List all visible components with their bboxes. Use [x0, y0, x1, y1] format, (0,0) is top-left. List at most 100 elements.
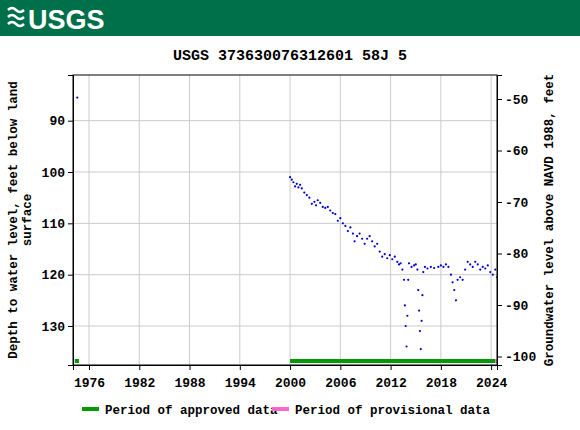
data-point: [489, 271, 491, 273]
tick-mark: [497, 357, 502, 358]
tick-label: -50: [505, 93, 529, 108]
header: USGS: [0, 0, 580, 36]
data-point: [359, 233, 361, 235]
data-point: [453, 289, 455, 291]
grid-line-y: [73, 325, 497, 326]
data-point: [403, 279, 405, 281]
data-point: [484, 267, 486, 269]
data-point: [376, 243, 378, 245]
data-point: [477, 263, 479, 265]
legend-swatch: [82, 407, 99, 411]
tick-mark: [497, 305, 502, 306]
data-point: [308, 197, 310, 199]
data-point: [426, 267, 428, 269]
data-point: [374, 245, 376, 247]
grid-line-y: [73, 274, 497, 275]
data-point: [451, 281, 453, 283]
data-point: [440, 264, 442, 266]
data-point: [467, 261, 469, 263]
data-point: [400, 262, 402, 264]
data-point: [404, 304, 406, 306]
data-point: [469, 263, 471, 265]
y2-axis-title: Groundwater level above NAVD 1988, feet: [543, 74, 557, 367]
data-point: [420, 348, 422, 350]
legend-label: Period of provisional data: [295, 404, 491, 418]
tick-label: 2024: [476, 376, 507, 391]
data-point: [76, 96, 78, 98]
tick: 2018: [426, 365, 457, 391]
logo-text: USGS: [28, 5, 105, 35]
data-point: [391, 258, 393, 260]
tick-label: 2018: [426, 376, 457, 391]
data-point: [482, 266, 484, 268]
plot-area: [75, 96, 497, 363]
data-point: [289, 176, 291, 178]
legend: Period of approved dataPeriod of provisi…: [82, 404, 491, 418]
y-axis-title-line: Depth to water level, feet below land: [7, 81, 21, 359]
tick-mark: [290, 365, 291, 370]
tick-mark: [89, 365, 90, 370]
grid-line-y: [73, 120, 497, 121]
data-point: [303, 191, 305, 193]
data-point: [366, 238, 368, 240]
data-point: [405, 325, 407, 327]
tick: -60: [497, 144, 529, 159]
plot-frame: [73, 75, 497, 365]
tick-label: -70: [505, 196, 529, 211]
tick-mark: [497, 202, 502, 203]
tick-label: -100: [505, 350, 536, 365]
data-point: [479, 268, 481, 270]
tick-label: 120: [42, 268, 66, 283]
series: [76, 96, 497, 350]
tick-label: -80: [505, 247, 529, 262]
y-axis-title: Depth to water level, feet below landsur…: [7, 81, 35, 359]
logo-wave: [8, 15, 24, 19]
data-point: [301, 187, 303, 189]
tick: 1994: [225, 365, 256, 391]
tick-label: 1976: [74, 376, 105, 391]
tick-mark: [497, 254, 502, 255]
tick: 130: [42, 320, 73, 335]
data-point: [319, 202, 321, 204]
data-point: [421, 294, 423, 296]
tick-label: 1994: [225, 376, 256, 391]
data-point: [459, 276, 461, 278]
axis-line: [498, 76, 503, 366]
data-point: [379, 250, 381, 252]
tick: -80: [497, 247, 529, 262]
data-point: [445, 263, 447, 265]
tick-label: 100: [42, 166, 66, 181]
period-bar: [290, 359, 495, 363]
data-point: [419, 330, 421, 332]
data-point: [415, 263, 417, 265]
grid-line-y: [73, 172, 497, 173]
data-point: [342, 222, 344, 224]
data-point: [296, 183, 298, 185]
data-point: [457, 279, 459, 281]
y-axis-title-line: surface: [21, 194, 35, 247]
tick-mark: [68, 326, 73, 327]
tick-label: 2000: [275, 376, 306, 391]
grid-line-x: [290, 75, 291, 365]
data-point: [472, 266, 474, 268]
data-point: [361, 238, 363, 240]
grid-line-x: [390, 75, 391, 365]
period-bar: [75, 359, 79, 363]
data-point: [408, 262, 410, 264]
data-point: [294, 185, 296, 187]
tick: 90: [49, 114, 73, 129]
tick-mark: [340, 365, 341, 370]
data-point: [416, 268, 418, 270]
grid-line-x: [491, 75, 492, 365]
data-point: [371, 240, 373, 242]
tick-mark: [68, 172, 73, 173]
logo-wave: [8, 8, 24, 12]
data-point: [299, 184, 301, 186]
data-point: [433, 267, 435, 269]
data-point: [291, 179, 293, 181]
data-point: [437, 266, 439, 268]
header-bar: [0, 0, 580, 36]
data-point: [349, 226, 351, 228]
data-point: [332, 212, 334, 214]
tick: 120: [42, 268, 73, 283]
